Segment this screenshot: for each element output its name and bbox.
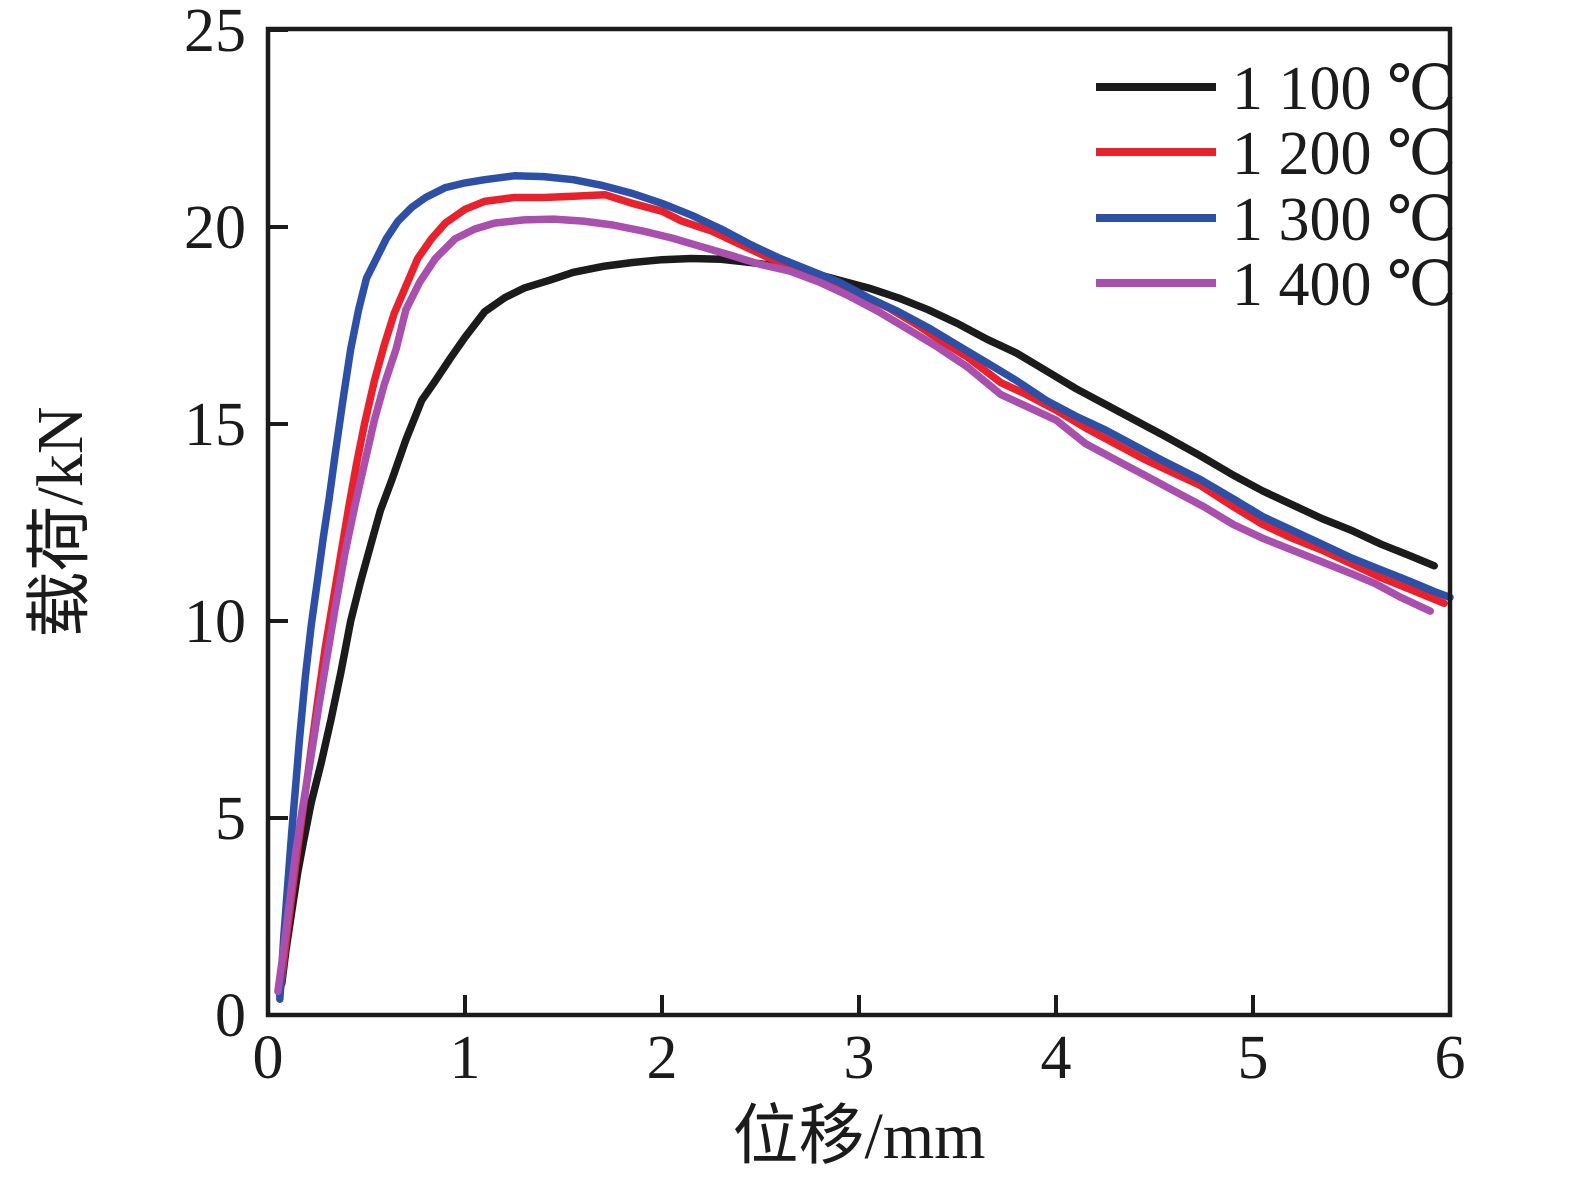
legend-label-1100c: 1 100 ℃ xyxy=(1232,55,1456,123)
x-axis-title: 位移/mm xyxy=(732,1100,985,1173)
y-axis-title: 载荷/kN xyxy=(24,407,97,638)
legend-label-1300c: 1 300 ℃ xyxy=(1232,186,1456,254)
curve-1200c xyxy=(276,190,1448,1000)
x-tick-label: 2 xyxy=(647,1024,678,1092)
y-tick-label: 10 xyxy=(184,588,246,656)
y-tick-label: 15 xyxy=(184,391,246,459)
x-tick-label: 5 xyxy=(1238,1024,1269,1092)
curves xyxy=(274,172,1454,1003)
y-tick-label: 20 xyxy=(184,194,246,262)
x-tick-label: 3 xyxy=(844,1024,875,1092)
x-tick-label: 4 xyxy=(1041,1024,1072,1092)
curve-1100c xyxy=(278,254,1438,988)
y-tick-label: 25 xyxy=(184,0,246,65)
legend-label-1200c: 1 200 ℃ xyxy=(1232,120,1456,188)
x-tick-label: 1 xyxy=(450,1024,481,1092)
y-tick-label: 0 xyxy=(215,982,246,1050)
curve-1400c xyxy=(274,215,1435,996)
plot-frame xyxy=(265,26,1453,1018)
tick-labels: 0 1 2 3 4 5 6 0 5 10 15 20 25 xyxy=(184,0,1466,1092)
legend: 1 100 ℃1 200 ℃1 300 ℃1 400 ℃ xyxy=(1096,55,1456,319)
x-tick-label: 6 xyxy=(1435,1024,1466,1092)
x-tick-label: 0 xyxy=(253,1024,284,1092)
legend-label-1400c: 1 400 ℃ xyxy=(1232,251,1456,319)
y-tick-label: 5 xyxy=(215,785,246,853)
curve-1300c xyxy=(276,172,1454,1003)
